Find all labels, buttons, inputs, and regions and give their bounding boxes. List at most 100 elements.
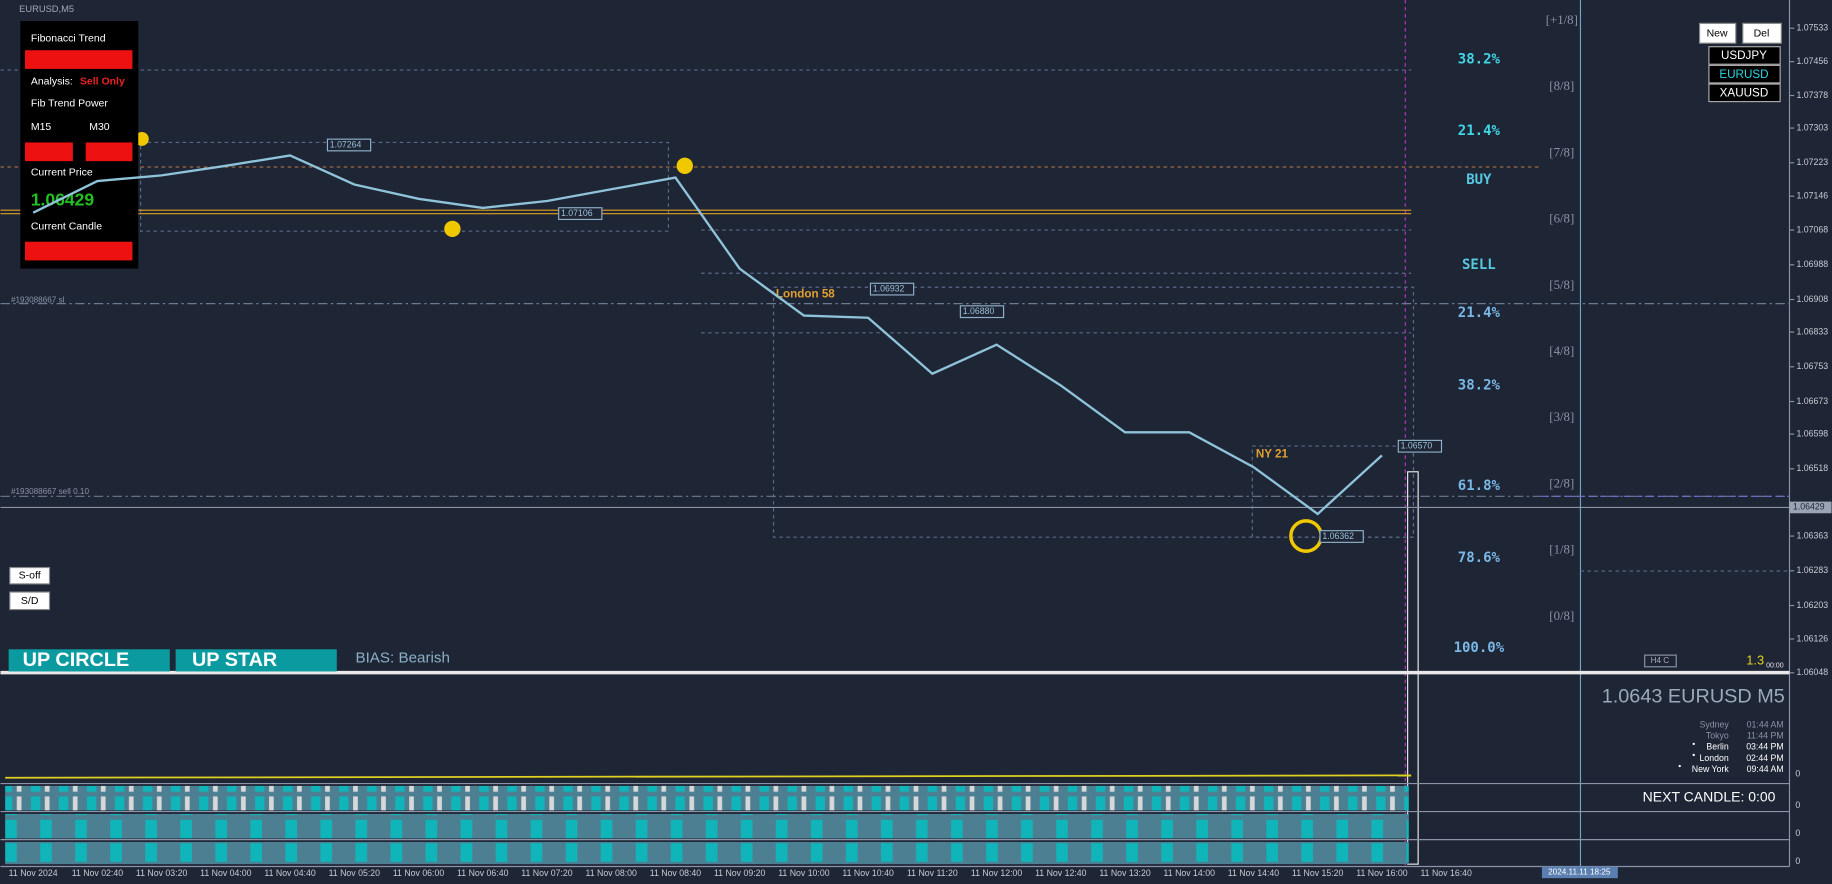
y-tick-label: 1.07378 bbox=[1796, 90, 1828, 100]
session-city: London bbox=[1700, 753, 1729, 763]
x-tick-label: 11 Nov 12:40 bbox=[1035, 868, 1087, 878]
symbol-button[interactable] bbox=[1708, 46, 1781, 65]
new-button[interactable] bbox=[1698, 22, 1737, 44]
session-open-dot bbox=[1678, 764, 1681, 768]
price-annotation: 1.06362 bbox=[1322, 531, 1354, 541]
next-candle: NEXT CANDLE: 0:00 bbox=[1643, 788, 1776, 804]
session-open-dot bbox=[1692, 753, 1695, 757]
murrey-label: [1/8] bbox=[1549, 543, 1574, 557]
signal-label: UP CIRCLE bbox=[23, 649, 130, 671]
symbol-button[interactable] bbox=[1708, 83, 1781, 103]
session-city: Tokyo bbox=[1706, 731, 1729, 741]
fib-label: 100.0% bbox=[1454, 640, 1505, 656]
signal-box bbox=[175, 649, 337, 672]
indicator-strip bbox=[5, 841, 1409, 865]
s-off-button[interactable] bbox=[9, 566, 51, 585]
y-tick-label: 1.06126 bbox=[1796, 633, 1828, 643]
y-tick-label: 1.06988 bbox=[1796, 259, 1828, 269]
price-annotation-box bbox=[959, 305, 1005, 319]
sd-label[interactable]: S/D bbox=[21, 595, 39, 607]
pane-zero-label: 0 bbox=[1795, 856, 1800, 866]
session-city: Berlin bbox=[1706, 742, 1729, 752]
session-time: 11:44 PM bbox=[1747, 731, 1784, 741]
power-label: Fib Trend Power bbox=[31, 98, 109, 110]
y-tick-label: 1.06283 bbox=[1796, 565, 1828, 575]
new-button-label[interactable]: New bbox=[1707, 28, 1728, 40]
session-time: 03:44 PM bbox=[1746, 742, 1783, 752]
trend-indicator bbox=[24, 50, 133, 69]
analysis-label: Analysis: bbox=[31, 76, 73, 88]
timeframe-indicator bbox=[24, 142, 73, 162]
countdown: 1.3 bbox=[1746, 652, 1764, 667]
y-tick-label: 1.06203 bbox=[1796, 600, 1828, 610]
current-price-box bbox=[1789, 501, 1832, 514]
x-tick-label: 11 Nov 04:40 bbox=[264, 868, 316, 878]
x-tick-label: 11 Nov 16:40 bbox=[1420, 868, 1472, 878]
price-annotation-box bbox=[558, 207, 603, 221]
y-tick-label: 1.06753 bbox=[1796, 361, 1828, 371]
s-off-label[interactable]: S-off bbox=[19, 569, 41, 581]
sd-button[interactable] bbox=[9, 591, 51, 611]
current-price-tag: 1.06429 bbox=[1793, 502, 1825, 512]
order-label: #193088667 sell 0.10 bbox=[11, 487, 89, 496]
price-line bbox=[32, 154, 1383, 516]
x-tick-label: 11 Nov 12:00 bbox=[971, 868, 1023, 878]
murrey-label: [4/8] bbox=[1549, 344, 1574, 358]
x-tick-label: 11 Nov 10:00 bbox=[778, 868, 830, 878]
x-tick-label: 11 Nov 09:20 bbox=[714, 868, 766, 878]
murrey-label: [+1/8] bbox=[1546, 13, 1578, 27]
session-box bbox=[772, 286, 1415, 538]
indicator-strip bbox=[5, 785, 1409, 811]
x-tick-label: 11 Nov 07:20 bbox=[521, 868, 573, 878]
x-tick-label: 11 Nov 04:00 bbox=[200, 868, 252, 878]
fib-label: SELL bbox=[1462, 257, 1496, 273]
indicator-strip bbox=[5, 813, 1409, 839]
pane-zero-label: 0 bbox=[1795, 828, 1800, 838]
y-tick-label: 1.06598 bbox=[1796, 428, 1828, 438]
symbol-label[interactable]: EURUSD bbox=[1719, 68, 1768, 81]
session-city: New York bbox=[1692, 764, 1730, 774]
price-annotation: 1.06880 bbox=[963, 306, 995, 316]
price-label: Current Price bbox=[31, 167, 93, 179]
session-open-dot bbox=[1692, 742, 1695, 746]
y-tick-label: 1.06673 bbox=[1796, 396, 1828, 406]
pane-zero-label: 0 bbox=[1795, 800, 1800, 810]
x-tick-label: 11 Nov 11:20 bbox=[907, 868, 958, 878]
del-button[interactable] bbox=[1742, 22, 1782, 44]
h4-box bbox=[1644, 654, 1677, 668]
price-annotation: 1.07264 bbox=[330, 139, 362, 149]
y-tick-label: 1.07533 bbox=[1796, 23, 1828, 33]
panel-title: Fibonacci Trend bbox=[31, 32, 106, 44]
del-button-label[interactable]: Del bbox=[1754, 28, 1770, 40]
y-tick-label: 1.07456 bbox=[1796, 56, 1828, 66]
x-tick-label: 11 Nov 06:40 bbox=[457, 868, 509, 878]
info-header: 1.0643 EURUSD M5 bbox=[1602, 685, 1785, 707]
x-tick-label: 11 Nov 08:00 bbox=[586, 868, 638, 878]
price-annotation-box bbox=[326, 138, 372, 152]
y-tick-label: 1.07223 bbox=[1796, 157, 1828, 167]
window-title: EURUSD,M5 bbox=[19, 4, 74, 14]
order-label: #193088667 sl bbox=[11, 295, 65, 304]
x-tick-label: 11 Nov 06:00 bbox=[393, 868, 445, 878]
signal-dot bbox=[444, 220, 461, 238]
price-annotation: 1.07106 bbox=[561, 208, 593, 218]
symbol-label[interactable]: XAUUSD bbox=[1720, 86, 1769, 99]
countdown-sub: 00:00 bbox=[1766, 662, 1784, 669]
price-annotation: 1.06570 bbox=[1401, 441, 1433, 451]
x-tick-label: 11 Nov 08:40 bbox=[650, 868, 702, 878]
fib-label: 21.4% bbox=[1458, 123, 1501, 139]
session-label: London 58 bbox=[776, 287, 835, 300]
session-time: 09:44 AM bbox=[1747, 764, 1784, 774]
y-tick-label: 1.07146 bbox=[1796, 191, 1828, 201]
symbol-label[interactable]: USDJPY bbox=[1721, 49, 1767, 62]
murrey-label: [8/8] bbox=[1549, 79, 1574, 93]
price-annotation-box bbox=[869, 282, 915, 296]
signal-box bbox=[8, 649, 170, 672]
murrey-label: [3/8] bbox=[1549, 410, 1574, 424]
x-tick-label: 11 Nov 02:40 bbox=[72, 868, 124, 878]
price-annotation-box bbox=[1397, 439, 1443, 453]
bias-label: BIAS: Bearish bbox=[355, 650, 449, 667]
symbol-button[interactable] bbox=[1708, 64, 1781, 84]
